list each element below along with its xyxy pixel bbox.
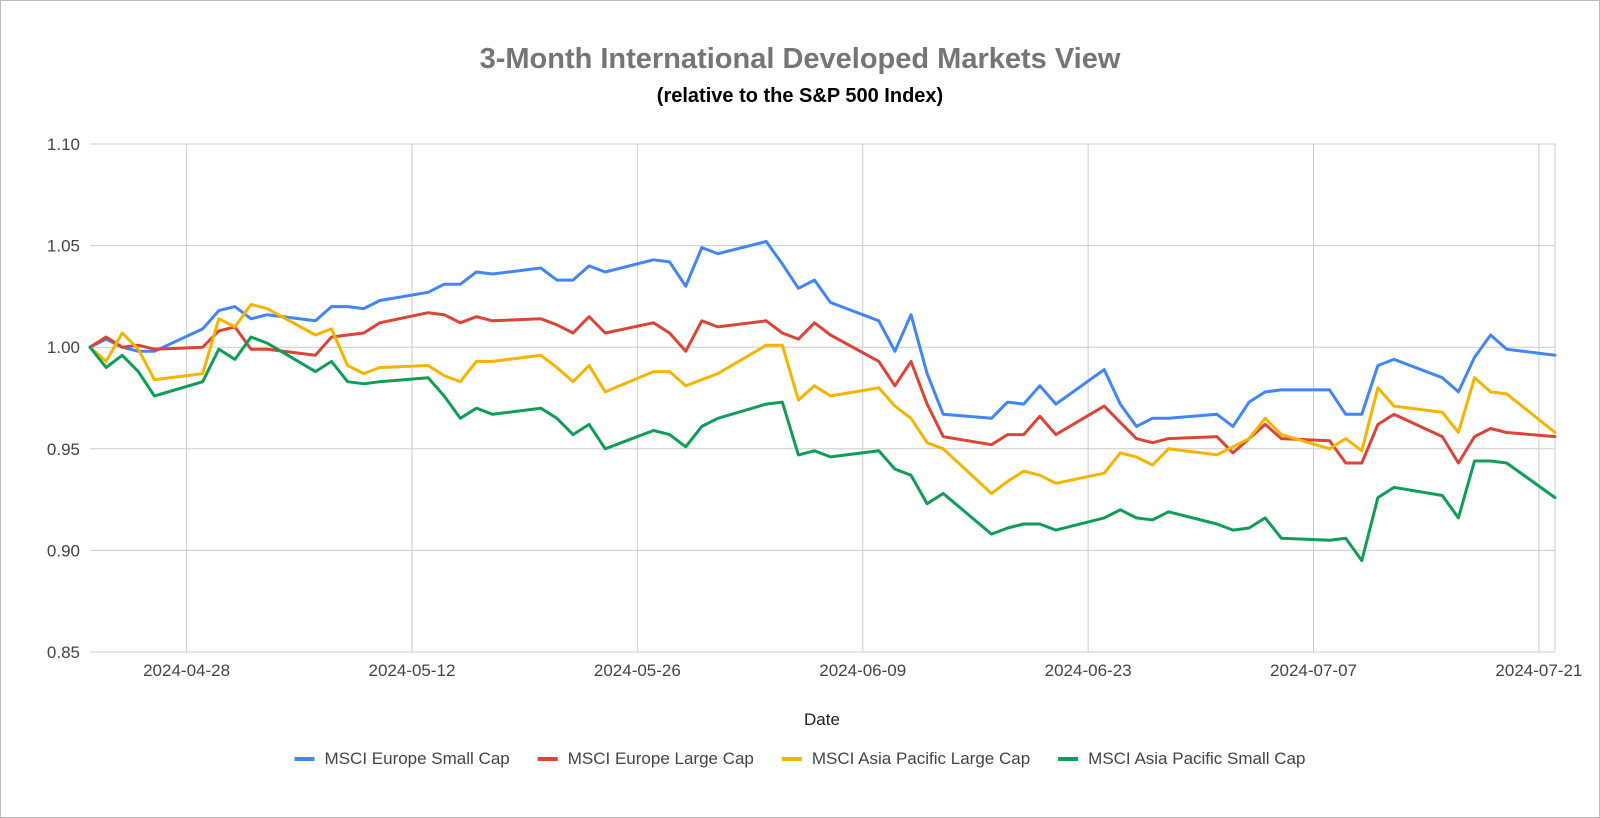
x-tick-label: 2024-07-21 — [1495, 661, 1582, 680]
y-tick-label: 0.90 — [47, 541, 80, 560]
y-axis-labels: 1.10 1.05 1.00 0.95 0.90 0.85 — [47, 135, 80, 662]
series-line-msci-asia-pacific-large-cap — [88, 303, 1557, 495]
legend-label: MSCI Asia Pacific Small Cap — [1088, 749, 1305, 768]
y-tick-label: 1.10 — [47, 135, 80, 154]
chart-title: 3-Month International Developed Markets … — [480, 43, 1121, 75]
x-gridlines — [186, 144, 1556, 652]
series-line-msci-asia-pacific-small-cap — [88, 335, 1557, 563]
legend-item[interactable]: MSCI Asia Pacific Small Cap — [1058, 749, 1305, 768]
x-axis-title: Date — [804, 710, 840, 729]
x-tick-label: 2024-07-07 — [1270, 661, 1357, 680]
x-tick-label: 2024-05-12 — [368, 661, 455, 680]
x-tick-label: 2024-06-09 — [819, 661, 906, 680]
legend-label: MSCI Europe Large Cap — [568, 749, 754, 768]
legend: MSCI Europe Small Cap MSCI Europe Large C… — [294, 749, 1305, 768]
y-tick-label: 0.95 — [47, 440, 80, 459]
series-line-msci-europe-small-cap — [88, 240, 1557, 428]
x-tick-label: 2024-06-23 — [1045, 661, 1132, 680]
legend-item[interactable]: MSCI Europe Small Cap — [294, 749, 510, 768]
x-axis-labels: 2024-04-28 2024-05-12 2024-05-26 2024-06-09… — [143, 661, 1582, 680]
legend-item[interactable]: MSCI Asia Pacific Large Cap — [781, 749, 1030, 768]
y-gridlines — [90, 143, 1555, 653]
series-lines — [88, 240, 1557, 563]
x-tick-label: 2024-05-26 — [594, 661, 681, 680]
legend-label: MSCI Europe Small Cap — [325, 749, 510, 768]
legend-item[interactable]: MSCI Europe Large Cap — [537, 749, 754, 768]
series-line-msci-europe-large-cap — [88, 311, 1557, 465]
y-tick-label: 1.00 — [47, 338, 80, 357]
chart-subtitle: (relative to the S&P 500 Index) — [657, 85, 943, 107]
legend-label: MSCI Asia Pacific Large Cap — [812, 749, 1030, 768]
y-tick-label: 0.85 — [47, 643, 80, 662]
x-tick-label: 2024-04-28 — [143, 661, 230, 680]
y-tick-label: 1.05 — [47, 237, 80, 256]
